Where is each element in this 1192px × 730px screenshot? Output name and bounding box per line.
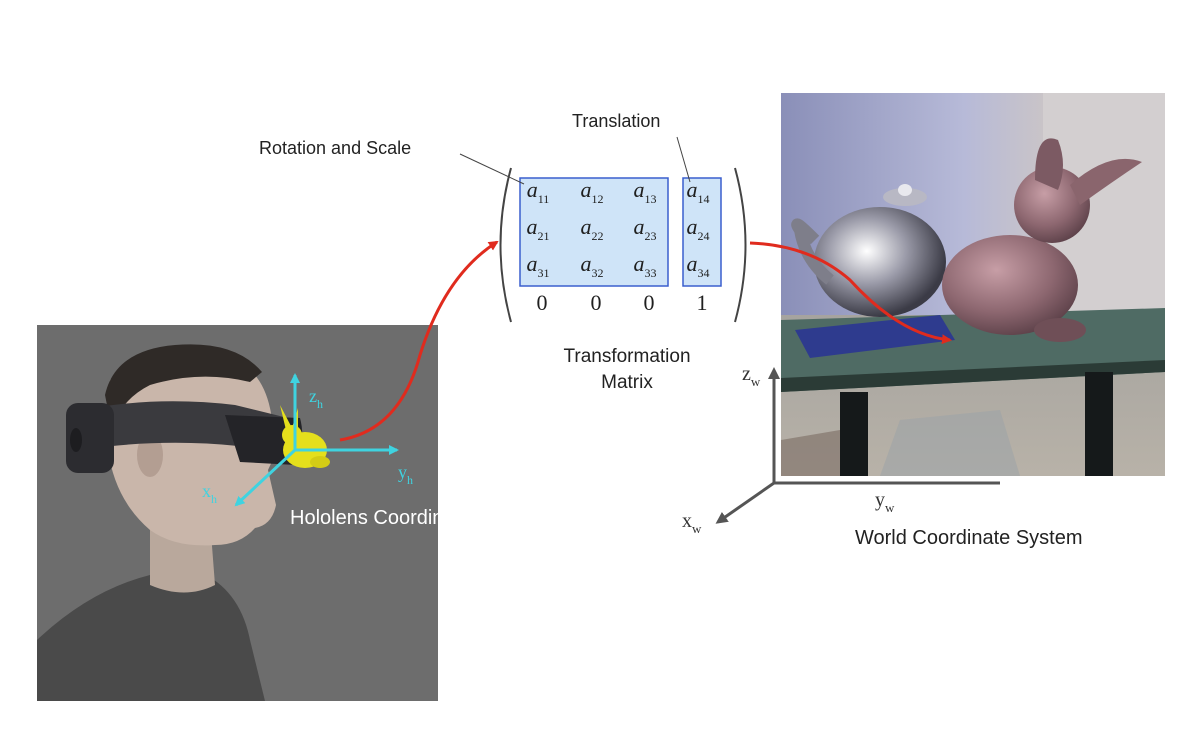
translation-leader [676,136,691,183]
world-x-axis [715,481,775,524]
world-y-label: yw [875,489,895,515]
translation-block [682,177,722,287]
matrix-bottom-entry-2: 0 [591,290,602,315]
hololens-x-axis [234,448,297,507]
world-system-label: World Coordinate System [855,527,1083,549]
matrix-entry-a11: a11 [527,177,550,206]
matrix-entry-a24: a24 [687,214,710,243]
matrix-bottom-entry-3: 0 [644,290,655,315]
matrix-entry-a32: a32 [581,251,604,280]
matrix-entry-a33: a33 [634,251,657,280]
matrix-entry-a14: a14 [687,177,710,206]
hololens-to-matrix-arrow [339,240,499,442]
bunny-model [942,138,1142,342]
world-scene [781,93,1165,476]
matrix-entry-a31: a31 [527,251,550,280]
teapot-icon [791,184,946,317]
matrix-entry-a21: a21 [527,214,550,243]
matrix-bottom-entry-4: 1 [697,290,708,315]
transformation-label-line2: Matrix [601,372,653,393]
hololens-axes: zh yh xh [202,373,413,507]
matrix-right-paren [734,167,747,323]
matrix-to-world-arrow [749,241,952,345]
world-axes: zw yw xw [682,363,1000,536]
matrix-entry-a23: a23 [634,214,657,243]
matrix-cells: a11 a12 a13 a21 a22 a23 a31 a32 a33 a14 a24 a34 0 0 0 1 [527,177,710,315]
hololens-photo [37,325,438,701]
hololens-system-label: Hololens Coordinate System [290,507,543,529]
matrix-entry-a22: a22 [581,214,604,243]
transformation-label-line1: Transformation [563,346,690,367]
matrix-left-paren [499,167,512,323]
matrix-bottom-entry-1: 0 [537,290,548,315]
hololens-y-label: yh [398,462,413,487]
matrix-entry-a12: a12 [581,177,604,206]
rotation-scale-label: Rotation and Scale [259,138,411,158]
world-x-label: xw [682,510,702,536]
matrix-entry-a34: a34 [687,251,710,280]
world-z-label: zw [742,363,761,389]
rotation-scale-block [519,177,669,287]
hololens-x-label: xh [202,481,217,506]
matrix-entry-a13: a13 [634,177,657,206]
rotation-scale-leader [459,153,525,185]
translation-label: Translation [572,111,660,131]
transformation-matrix: a11 a12 a13 a21 a22 a23 a31 a32 a33 a14 a24 a34 0 0 0 1 [499,167,747,323]
hololens-z-label: zh [309,386,323,411]
